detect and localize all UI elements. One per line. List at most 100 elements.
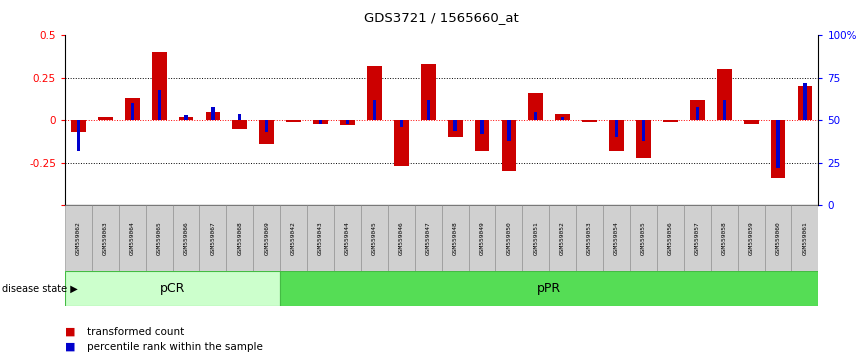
Text: GSM559046: GSM559046: [399, 221, 404, 255]
Bar: [372, 100, 376, 120]
Bar: [475, 120, 489, 151]
Bar: [454, 120, 456, 131]
Bar: [238, 114, 242, 120]
Bar: [722, 100, 726, 120]
Bar: [711, 205, 738, 271]
Bar: [65, 205, 92, 271]
Bar: [495, 205, 522, 271]
Bar: [792, 205, 818, 271]
Text: GSM559064: GSM559064: [130, 221, 135, 255]
Text: GSM559048: GSM559048: [453, 221, 457, 255]
Bar: [642, 120, 645, 141]
Text: transformed count: transformed count: [87, 327, 184, 337]
Bar: [253, 205, 281, 271]
Text: GSM559058: GSM559058: [721, 221, 727, 255]
Text: GSM559069: GSM559069: [264, 221, 269, 255]
Bar: [394, 120, 409, 166]
Bar: [684, 205, 711, 271]
Bar: [131, 103, 134, 120]
Bar: [501, 120, 516, 171]
Bar: [92, 205, 119, 271]
Bar: [184, 115, 188, 120]
Bar: [744, 120, 759, 124]
Bar: [717, 69, 732, 120]
Bar: [65, 271, 281, 306]
Bar: [549, 205, 576, 271]
Text: GSM559052: GSM559052: [560, 221, 565, 255]
Text: GSM559047: GSM559047: [426, 221, 430, 255]
Bar: [334, 205, 361, 271]
Text: percentile rank within the sample: percentile rank within the sample: [87, 342, 262, 352]
Bar: [442, 205, 469, 271]
Text: GSM559053: GSM559053: [587, 221, 592, 255]
Text: GSM559068: GSM559068: [237, 221, 242, 255]
Bar: [427, 100, 430, 120]
Bar: [158, 90, 161, 120]
Bar: [232, 120, 248, 129]
Bar: [119, 205, 145, 271]
Text: GSM559057: GSM559057: [695, 221, 700, 255]
Bar: [771, 120, 785, 178]
Bar: [152, 52, 166, 120]
Text: ■: ■: [65, 327, 75, 337]
Text: GSM559067: GSM559067: [210, 221, 216, 255]
Text: ■: ■: [65, 342, 75, 352]
Bar: [561, 117, 565, 120]
Text: GSM559049: GSM559049: [480, 221, 484, 255]
Bar: [71, 120, 86, 132]
Bar: [287, 120, 301, 122]
Bar: [361, 205, 388, 271]
Bar: [657, 205, 684, 271]
Text: GSM559059: GSM559059: [748, 221, 753, 255]
Bar: [603, 205, 630, 271]
Bar: [415, 205, 442, 271]
Bar: [765, 205, 792, 271]
Text: pPR: pPR: [537, 282, 561, 295]
Bar: [265, 120, 268, 132]
Text: GSM559045: GSM559045: [372, 221, 377, 255]
Text: disease state ▶: disease state ▶: [2, 284, 77, 293]
Bar: [615, 120, 618, 137]
Bar: [346, 120, 349, 124]
Bar: [77, 120, 80, 151]
Bar: [226, 205, 253, 271]
Bar: [555, 114, 570, 120]
Bar: [211, 107, 215, 120]
Bar: [777, 120, 779, 168]
Text: GSM559061: GSM559061: [803, 221, 807, 255]
Bar: [400, 120, 403, 127]
Bar: [172, 205, 199, 271]
Bar: [663, 120, 678, 122]
Bar: [481, 120, 483, 134]
Text: GSM559054: GSM559054: [614, 221, 619, 255]
Bar: [576, 205, 603, 271]
Text: GSM559043: GSM559043: [318, 221, 323, 255]
Bar: [388, 205, 415, 271]
Bar: [534, 112, 538, 120]
Bar: [199, 205, 226, 271]
Text: GSM559065: GSM559065: [157, 221, 162, 255]
Text: GSM559044: GSM559044: [345, 221, 350, 255]
Bar: [738, 205, 765, 271]
Bar: [630, 205, 657, 271]
Bar: [522, 205, 549, 271]
Bar: [695, 107, 699, 120]
Bar: [145, 205, 172, 271]
Bar: [582, 120, 597, 122]
Text: pCR: pCR: [160, 282, 185, 295]
Bar: [281, 271, 818, 306]
Bar: [507, 120, 511, 141]
Bar: [448, 120, 462, 137]
Text: GDS3721 / 1565660_at: GDS3721 / 1565660_at: [365, 11, 519, 24]
Text: GSM559056: GSM559056: [668, 221, 673, 255]
Bar: [281, 205, 307, 271]
Bar: [609, 120, 624, 151]
Bar: [178, 117, 193, 120]
Bar: [421, 64, 436, 120]
Text: GSM559066: GSM559066: [184, 221, 189, 255]
Bar: [469, 205, 495, 271]
Bar: [313, 120, 328, 124]
Bar: [804, 83, 806, 120]
Text: GSM559042: GSM559042: [291, 221, 296, 255]
Text: GSM559062: GSM559062: [76, 221, 81, 255]
